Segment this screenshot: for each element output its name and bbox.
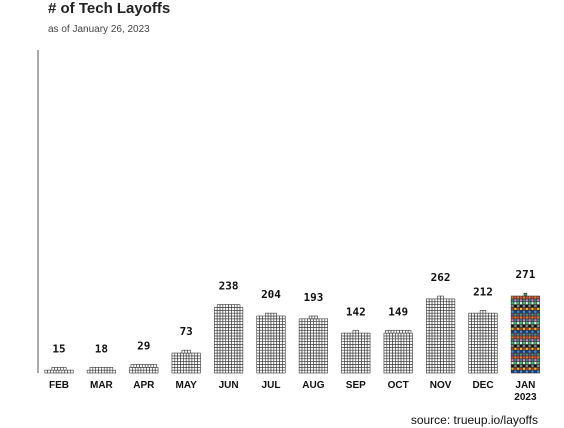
data-label: 149 <box>388 305 408 318</box>
bar-dec <box>468 309 498 374</box>
chart-subtitle: as of January 26, 2023 <box>48 24 150 35</box>
bar-jul <box>256 312 286 374</box>
category-label: AUG <box>302 380 324 391</box>
category-label: FEB <box>49 380 69 391</box>
chart-title: # of Tech Layoffs <box>48 0 171 17</box>
data-label: 204 <box>261 288 281 301</box>
data-label: 212 <box>473 285 493 298</box>
bar-jan-2023 <box>510 292 540 374</box>
data-label: 193 <box>303 291 323 304</box>
bar-oct <box>383 329 413 374</box>
category-label: SEP <box>346 380 366 391</box>
category-label: JAN <box>515 380 535 391</box>
bar-apr <box>129 364 159 374</box>
category-label: JUN <box>219 380 239 391</box>
data-label: 271 <box>515 268 535 281</box>
data-label: 18 <box>95 342 108 355</box>
data-label: 29 <box>137 339 150 352</box>
data-label: 15 <box>52 342 65 355</box>
category-label: DEC <box>472 380 493 391</box>
category-label: MAY <box>176 380 198 391</box>
category-label: NOV <box>430 380 452 391</box>
bar-jun <box>214 304 244 374</box>
data-label: 73 <box>180 325 193 338</box>
bar-feb <box>44 366 74 374</box>
category-label: MAR <box>90 380 114 391</box>
category-label: APR <box>133 380 155 391</box>
source-note: source: trueup.io/layoffs <box>410 413 538 427</box>
category-label: 2023 <box>514 392 537 403</box>
data-label: 142 <box>346 305 366 318</box>
bar-nov <box>426 295 456 374</box>
data-label: 238 <box>219 280 239 293</box>
category-label: JUL <box>262 380 281 391</box>
data-label: 262 <box>431 271 451 284</box>
bar-aug <box>298 315 328 374</box>
category-label: OCT <box>388 380 409 391</box>
bar-sep <box>341 329 371 374</box>
bar-may <box>171 349 201 374</box>
bar-mar <box>86 366 116 374</box>
